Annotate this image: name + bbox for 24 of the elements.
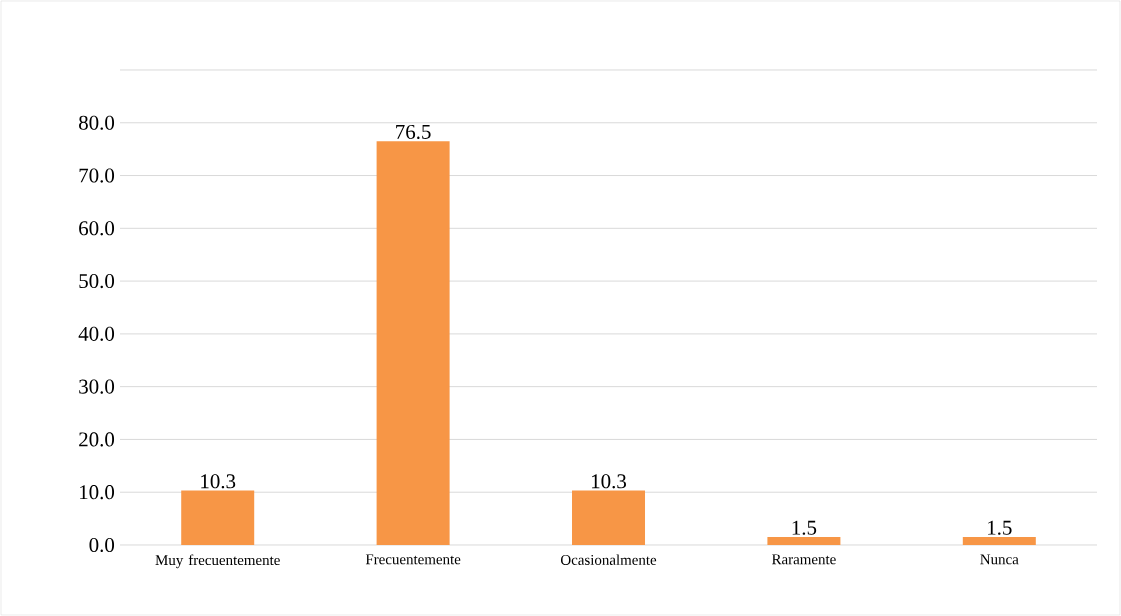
y-tick-label: 0.0 <box>89 537 115 553</box>
data-label: 1.5 <box>988 520 1012 535</box>
bar <box>962 537 1036 545</box>
y-tick-label: 30.0 <box>79 379 115 394</box>
data-label: 10.3 <box>592 474 626 489</box>
x-tick-label: Ocasionalmente <box>560 554 657 565</box>
y-tick-label: 80.0 <box>79 115 115 130</box>
y-tick-label: 60.0 <box>79 221 115 236</box>
y-tick-label: 50.0 <box>79 274 115 289</box>
data-label: 76.5 <box>396 124 431 140</box>
y-tick-label: 40.0 <box>78 326 115 341</box>
bar <box>767 537 841 545</box>
bar <box>376 141 450 545</box>
data-label: 10.3 <box>201 474 236 489</box>
x-tick-label: Muy frecuentemente <box>155 554 280 569</box>
x-tick-label: Raramente <box>771 554 836 565</box>
y-tick-label: 70.0 <box>79 168 115 183</box>
x-tick-label: Frecuentemente <box>365 554 461 565</box>
y-tick-label: 20.0 <box>79 432 115 447</box>
x-tick-label: Nunca <box>980 554 1019 565</box>
y-tick-label: 10.0 <box>80 485 115 500</box>
bar <box>572 490 646 545</box>
bar <box>181 490 255 545</box>
data-label: 1.5 <box>792 520 817 535</box>
